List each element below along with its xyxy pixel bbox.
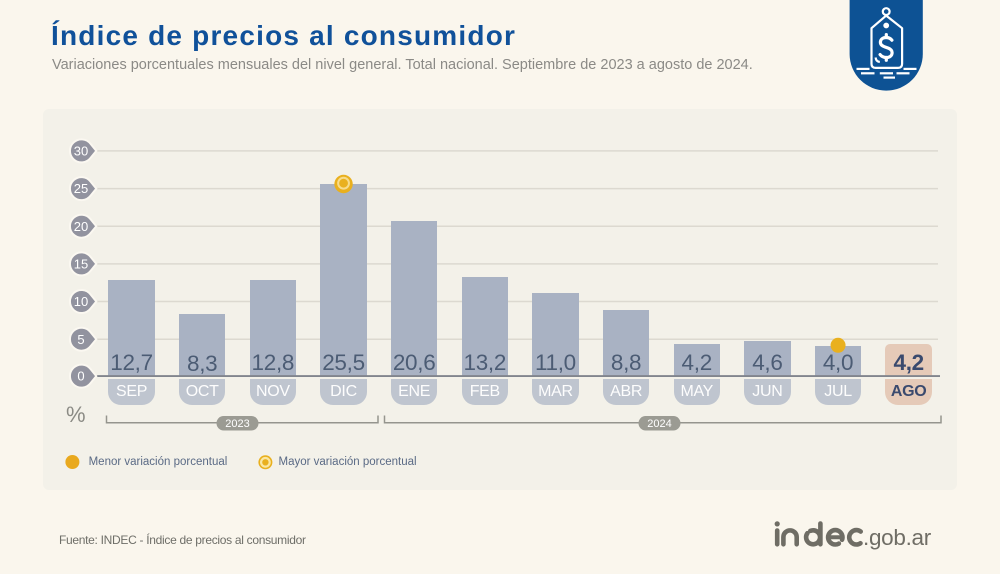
svg-text:25: 25 <box>74 181 88 196</box>
svg-text:2023: 2023 <box>225 418 249 430</box>
svg-text:0: 0 <box>77 369 84 384</box>
svg-text:10: 10 <box>74 294 88 309</box>
svg-text:2024: 2024 <box>647 418 671 430</box>
svg-text:15: 15 <box>74 257 88 272</box>
svg-text:30: 30 <box>74 144 88 159</box>
svg-text:5: 5 <box>77 332 84 347</box>
svg-text:20: 20 <box>74 219 88 234</box>
